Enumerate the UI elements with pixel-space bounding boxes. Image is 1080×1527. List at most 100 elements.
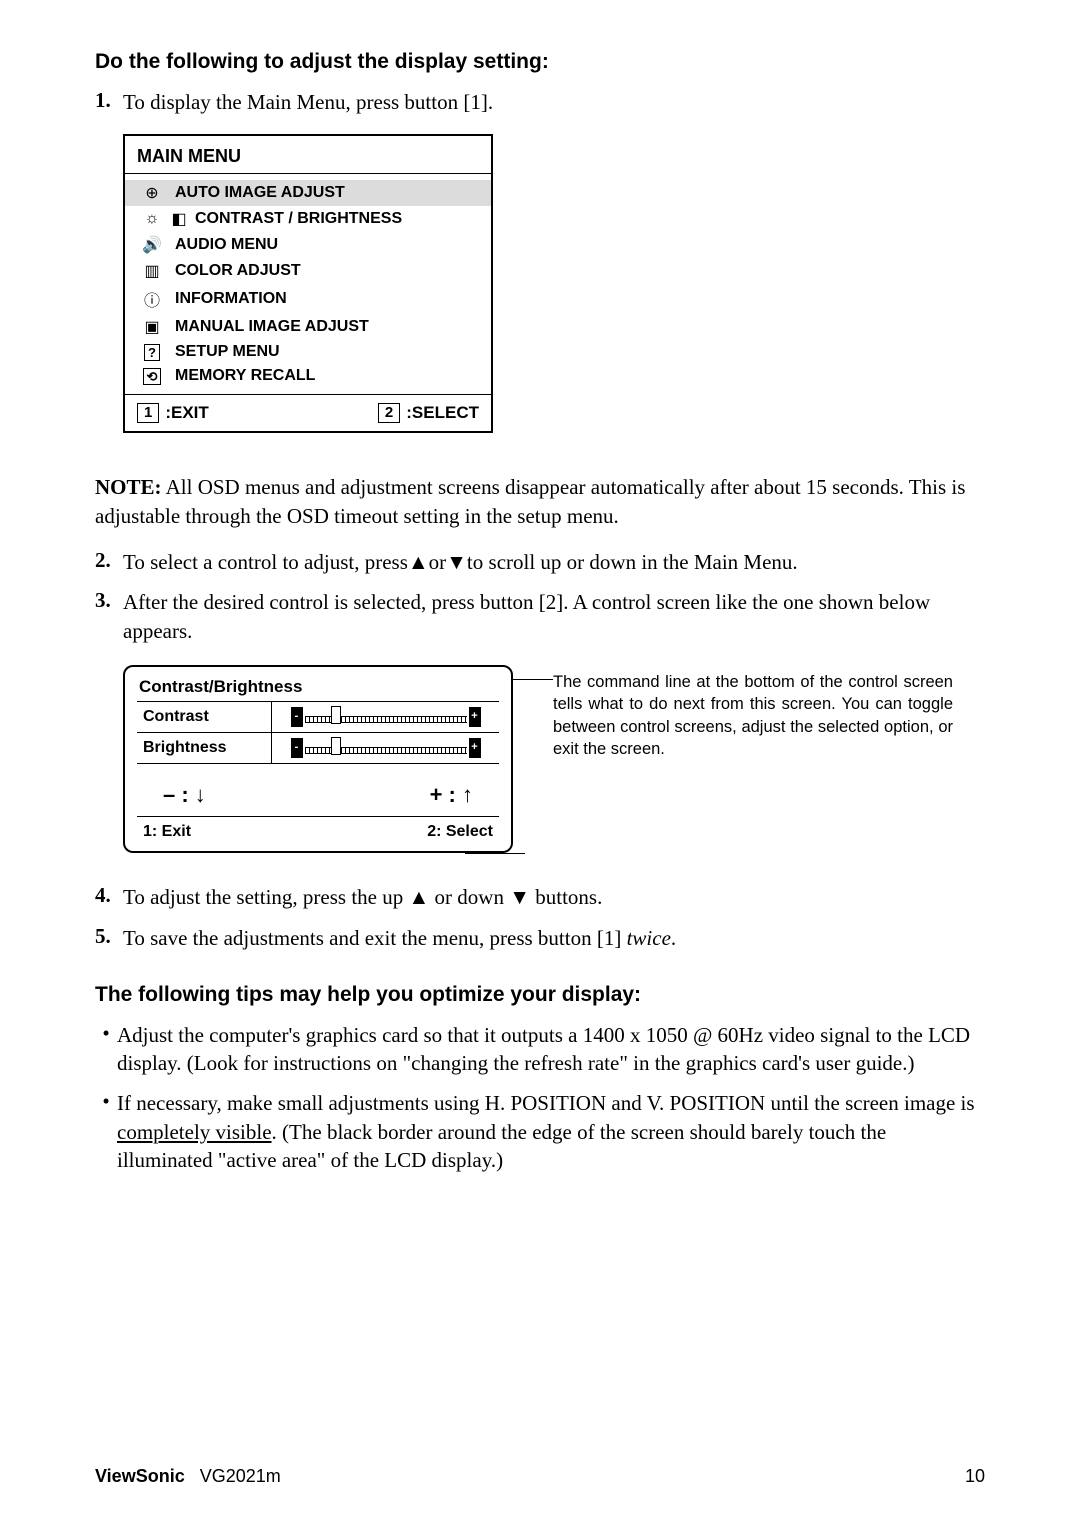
- step5-post: .: [671, 926, 676, 950]
- contrast-slider: - +: [291, 707, 481, 727]
- menu-item-icon: ▣: [137, 317, 167, 337]
- step4-post: buttons.: [530, 885, 602, 909]
- brightness-slider: - +: [291, 738, 481, 758]
- step4-mid: or down: [429, 885, 509, 909]
- step-2: 2. To select a control to adjust, press▲…: [95, 548, 985, 576]
- tip2-pre: If necessary, make small adjustments usi…: [117, 1091, 975, 1115]
- brightness-slider-cell: - +: [272, 734, 499, 762]
- main-menu-title: MAIN MENU: [125, 136, 491, 174]
- menu-item-icon: ⓘ: [137, 287, 167, 311]
- menu-item-label: MEMORY RECALL: [175, 367, 315, 385]
- footer-select-label: :SELECT: [406, 403, 479, 423]
- menu-item-icon2: ◧: [167, 209, 191, 229]
- tip2-underlined: completely visible: [117, 1120, 272, 1144]
- slider-minus-icon: -: [291, 738, 303, 758]
- bullet-icon: •: [95, 1089, 117, 1174]
- caption-text: The command line at the bottom of the co…: [553, 673, 953, 758]
- menu-item-label: CONTRAST / BRIGHTNESS: [195, 210, 402, 228]
- main-menu-box: MAIN MENU ⊕ AUTO IMAGE ADJUST ☼◧CONTRAST /…: [123, 134, 493, 433]
- control-box: Contrast/Brightness Contrast - + Brightn…: [123, 665, 513, 853]
- step-5-num: 5.: [95, 924, 123, 952]
- control-row: Contrast/Brightness Contrast - + Brightn…: [95, 665, 985, 853]
- brightness-label: Brightness: [137, 733, 272, 763]
- menu-item: ⟲ MEMORY RECALL: [125, 364, 491, 388]
- control-row-contrast: Contrast - +: [137, 702, 499, 733]
- step-4: 4. To adjust the setting, press the up ▲…: [95, 883, 985, 912]
- control-caption: The command line at the bottom of the co…: [553, 665, 953, 760]
- step-4-text: To adjust the setting, press the up ▲ or…: [123, 883, 602, 912]
- menu-item-icon: ▥: [137, 261, 167, 281]
- control-arrows: – : ↓ + : ↑: [137, 764, 499, 817]
- menu-item-label: AUDIO MENU: [175, 236, 278, 254]
- menu-item-label: MANUAL IMAGE ADJUST: [175, 318, 369, 336]
- menu-item: ☼◧CONTRAST / BRIGHTNESS: [125, 206, 491, 232]
- contrast-track: [305, 716, 467, 723]
- step-1: 1. To display the Main Menu, press butto…: [95, 88, 985, 116]
- footer-model: VG2021m: [200, 1466, 281, 1486]
- menu-item: ▣ MANUAL IMAGE ADJUST: [125, 314, 491, 340]
- tip-1-text: Adjust the computer's graphics card so t…: [117, 1021, 985, 1078]
- slider-plus-icon: +: [469, 707, 481, 727]
- slider-plus-icon: +: [469, 738, 481, 758]
- menu-item: ▥ COLOR ADJUST: [125, 258, 491, 284]
- step-3: 3. After the desired control is selected…: [95, 588, 985, 645]
- step-2-text: To select a control to adjust, press▲or▼…: [123, 548, 798, 576]
- down-arrow-icon: ▼: [509, 886, 530, 909]
- menu-item-icon: 🔊: [137, 235, 167, 255]
- step4-pre: To adjust the setting, press the up: [123, 885, 409, 909]
- step-4-num: 4.: [95, 883, 123, 912]
- control-exit-label: 1: Exit: [143, 823, 191, 841]
- contrast-label: Contrast: [137, 702, 272, 732]
- bullet-icon: •: [95, 1021, 117, 1078]
- key-1: 1: [137, 403, 159, 423]
- section1-heading: Do the following to adjust the display s…: [95, 50, 985, 74]
- step5-twice: twice: [627, 926, 671, 950]
- menu-item-icon: ⟲: [137, 368, 167, 386]
- footer-page-number: 10: [965, 1466, 985, 1487]
- menu-item-label: AUTO IMAGE ADJUST: [175, 184, 345, 202]
- menu-item: ? SETUP MENU: [125, 340, 491, 364]
- menu-item-icon: ?: [137, 344, 167, 362]
- step-5-text: To save the adjustments and exit the men…: [123, 924, 676, 952]
- caption-connector-line: [513, 679, 553, 680]
- control-table: Contrast - + Brightness -: [137, 701, 499, 764]
- key-2: 2: [378, 403, 400, 423]
- tip-2: • If necessary, make small adjustments u…: [95, 1089, 985, 1174]
- footer-exit-label: :EXIT: [165, 403, 208, 423]
- footer-left: ViewSonic VG2021m: [95, 1466, 281, 1487]
- tip-1: • Adjust the computer's graphics card so…: [95, 1021, 985, 1078]
- control-bottom: 1: Exit 2: Select: [125, 817, 511, 851]
- section2-heading: The following tips may help you optimize…: [95, 983, 985, 1007]
- main-menu-items: ⊕ AUTO IMAGE ADJUST ☼◧CONTRAST / BRIGHTNES…: [125, 174, 491, 395]
- step-3-text: After the desired control is selected, p…: [123, 588, 985, 645]
- contrast-thumb: [331, 706, 341, 724]
- menu-item-icon: ⊕: [137, 183, 167, 203]
- step-5: 5. To save the adjustments and exit the …: [95, 924, 985, 952]
- step-2-num: 2.: [95, 548, 123, 576]
- plus-up-label: + : ↑: [430, 782, 473, 808]
- contrast-slider-cell: - +: [272, 703, 499, 731]
- menu-item-label: INFORMATION: [175, 290, 287, 308]
- caption-connector-to-box: [465, 853, 525, 854]
- page-footer: ViewSonic VG2021m 10: [95, 1466, 985, 1487]
- brightness-track: [305, 747, 467, 754]
- note-text: All OSD menus and adjustment screens dis…: [95, 475, 965, 527]
- menu-item-label: SETUP MENU: [175, 343, 280, 361]
- menu-item-icon: ☼: [137, 210, 167, 228]
- up-arrow-icon: ▲: [409, 886, 430, 909]
- menu-item-label: COLOR ADJUST: [175, 262, 301, 280]
- step5-pre: To save the adjustments and exit the men…: [123, 926, 627, 950]
- menu-item: ⊕ AUTO IMAGE ADJUST: [125, 180, 491, 206]
- menu-item: ⓘ INFORMATION: [125, 284, 491, 314]
- control-select-label: 2: Select: [427, 823, 493, 841]
- step-1-text: To display the Main Menu, press button […: [123, 88, 493, 116]
- minus-down-label: – : ↓: [163, 782, 206, 808]
- slider-minus-icon: -: [291, 707, 303, 727]
- tip-2-text: If necessary, make small adjustments usi…: [117, 1089, 985, 1174]
- control-title: Contrast/Brightness: [125, 667, 511, 701]
- note-block: NOTE: All OSD menus and adjustment scree…: [95, 473, 985, 530]
- menu-item: 🔊 AUDIO MENU: [125, 232, 491, 258]
- control-row-brightness: Brightness - +: [137, 733, 499, 764]
- footer-brand: ViewSonic: [95, 1466, 185, 1486]
- brightness-thumb: [331, 737, 341, 755]
